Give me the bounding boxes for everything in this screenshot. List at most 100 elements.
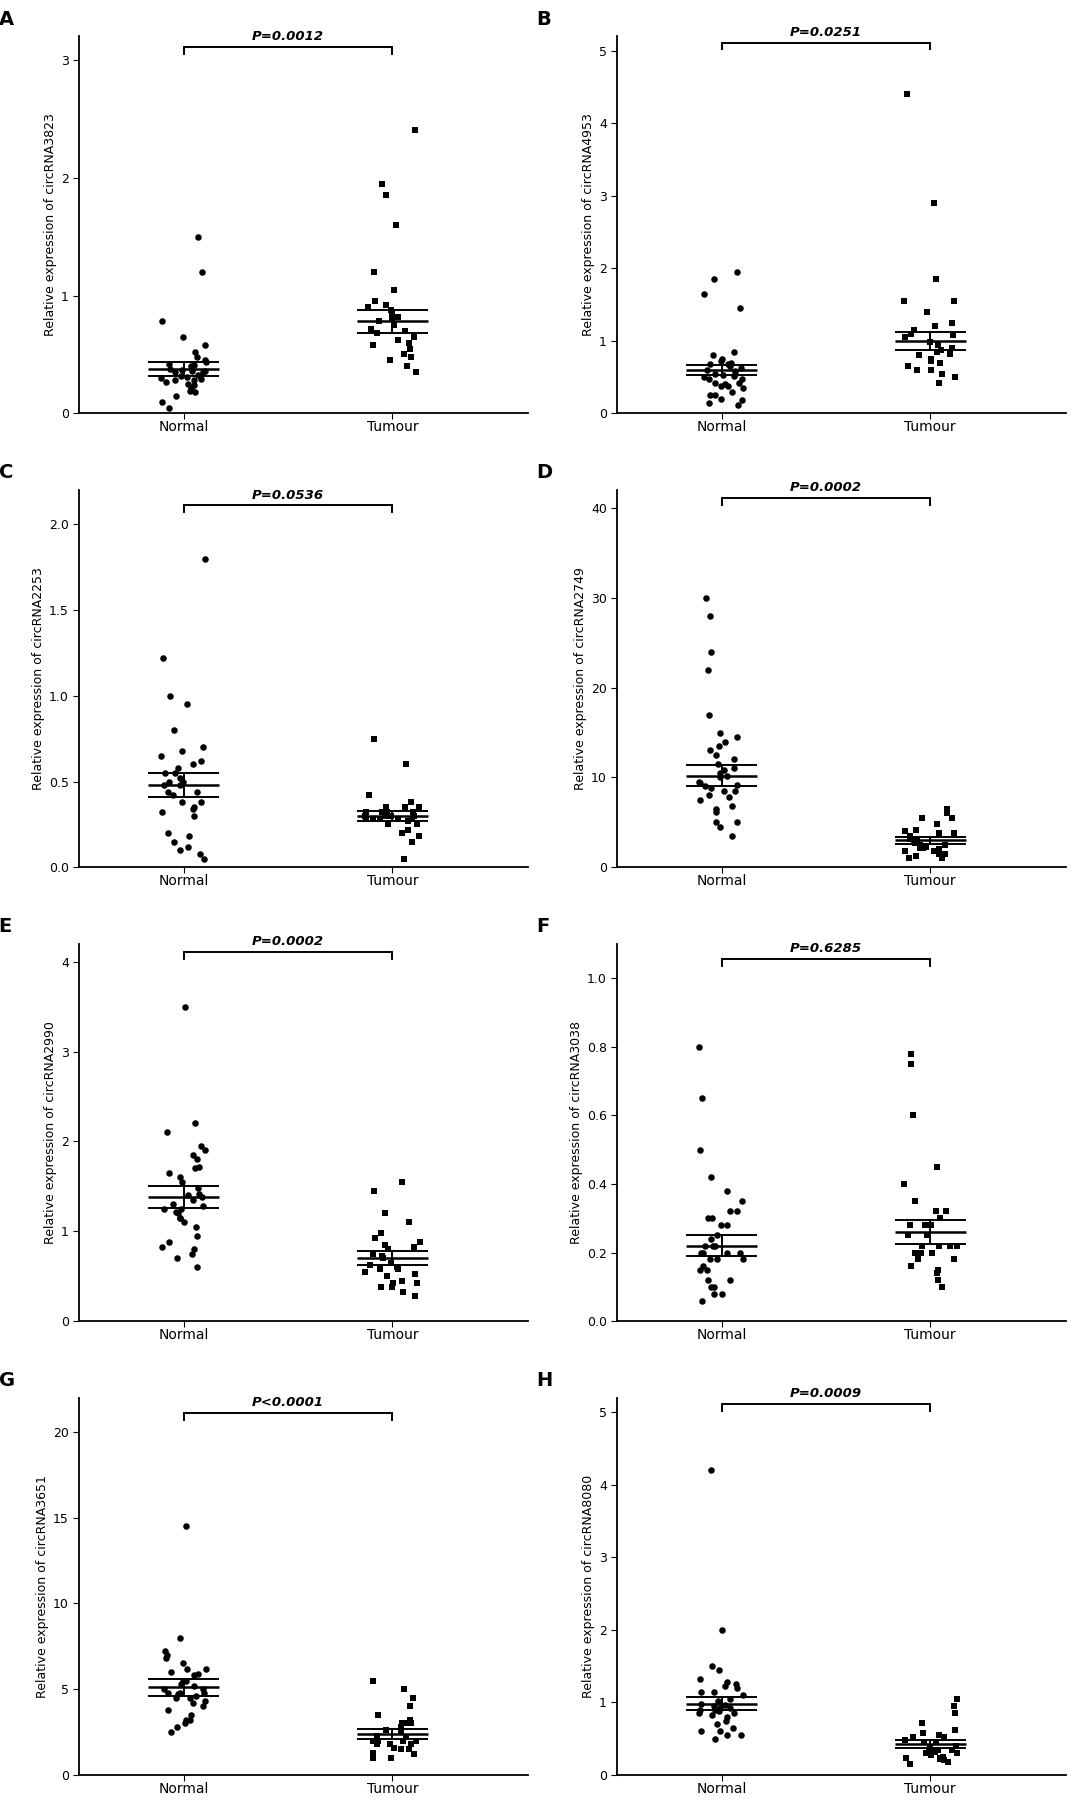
Point bbox=[364, 1738, 381, 1767]
Point bbox=[358, 804, 375, 833]
Point bbox=[165, 716, 182, 744]
Point bbox=[705, 1231, 723, 1259]
Point bbox=[725, 744, 742, 773]
Point bbox=[403, 342, 420, 370]
Point bbox=[691, 786, 709, 815]
Point bbox=[718, 1702, 736, 1731]
Point bbox=[713, 345, 730, 374]
Point bbox=[180, 822, 197, 851]
Point bbox=[366, 725, 383, 754]
Point bbox=[181, 1706, 198, 1735]
Point bbox=[188, 1252, 206, 1281]
Point bbox=[178, 1666, 195, 1695]
Text: D: D bbox=[536, 463, 553, 482]
Point bbox=[934, 1742, 951, 1771]
Text: E: E bbox=[0, 918, 12, 936]
Point bbox=[374, 799, 391, 828]
Point bbox=[158, 1641, 176, 1670]
Point bbox=[393, 1709, 410, 1738]
Point bbox=[170, 1198, 187, 1227]
Point bbox=[362, 314, 379, 343]
Point bbox=[193, 788, 210, 817]
Point bbox=[906, 1187, 923, 1216]
Point bbox=[699, 356, 716, 385]
Point bbox=[401, 329, 418, 358]
Point bbox=[386, 275, 403, 304]
Point bbox=[718, 1176, 736, 1205]
Point bbox=[381, 345, 398, 374]
Point bbox=[171, 1679, 188, 1708]
Point bbox=[703, 1203, 721, 1232]
Y-axis label: Relative expression of circRNA3038: Relative expression of circRNA3038 bbox=[570, 1021, 583, 1243]
Y-axis label: Relative expression of circRNA4953: Relative expression of circRNA4953 bbox=[582, 114, 595, 336]
Y-axis label: Relative expression of circRNA3823: Relative expression of circRNA3823 bbox=[44, 114, 57, 336]
Point bbox=[937, 1196, 954, 1225]
Point bbox=[178, 1512, 195, 1541]
Point bbox=[718, 761, 736, 790]
Point bbox=[693, 1717, 710, 1746]
Point bbox=[722, 1196, 739, 1225]
Point bbox=[901, 1749, 919, 1778]
Point bbox=[728, 1673, 745, 1702]
Point bbox=[903, 1039, 920, 1068]
Point bbox=[705, 266, 723, 295]
Point bbox=[373, 1241, 390, 1270]
Point bbox=[158, 1119, 176, 1147]
Point bbox=[725, 361, 742, 390]
Point bbox=[194, 258, 211, 287]
Text: B: B bbox=[536, 9, 551, 29]
Point bbox=[196, 331, 213, 360]
Point bbox=[701, 1245, 718, 1274]
Point bbox=[943, 1735, 961, 1764]
Point bbox=[946, 1691, 963, 1720]
Point bbox=[929, 1265, 947, 1294]
Point bbox=[169, 1681, 186, 1709]
Point bbox=[946, 819, 963, 847]
Point bbox=[180, 1182, 197, 1211]
Point bbox=[934, 844, 951, 873]
Point bbox=[898, 80, 915, 108]
Point bbox=[184, 750, 201, 779]
Point bbox=[384, 1269, 402, 1297]
Point bbox=[383, 298, 401, 327]
Point bbox=[728, 258, 745, 287]
Point bbox=[928, 266, 946, 295]
Point bbox=[173, 356, 191, 385]
Point bbox=[731, 295, 749, 323]
Point bbox=[928, 338, 946, 367]
Point bbox=[154, 799, 171, 828]
Point bbox=[366, 287, 383, 316]
Point bbox=[905, 1100, 922, 1129]
Point bbox=[932, 1744, 949, 1773]
Point bbox=[184, 795, 201, 824]
Point bbox=[901, 1211, 919, 1240]
Point bbox=[195, 844, 212, 873]
Point bbox=[691, 1135, 709, 1164]
Point bbox=[949, 1231, 966, 1259]
Point bbox=[390, 325, 407, 354]
Point bbox=[691, 1238, 709, 1267]
Point bbox=[368, 1729, 386, 1758]
Point bbox=[710, 1686, 727, 1715]
Point bbox=[375, 1243, 392, 1272]
Point bbox=[408, 810, 425, 838]
Point bbox=[190, 1175, 207, 1203]
Point bbox=[195, 358, 212, 387]
Point bbox=[171, 1164, 188, 1193]
Point bbox=[913, 1231, 931, 1259]
Point bbox=[187, 1212, 205, 1241]
Point bbox=[178, 363, 195, 392]
Point bbox=[931, 1720, 948, 1749]
Point bbox=[702, 1162, 719, 1191]
Point bbox=[400, 1709, 417, 1738]
Point bbox=[716, 726, 733, 755]
Point bbox=[182, 352, 199, 381]
Point bbox=[702, 1272, 719, 1301]
Point bbox=[945, 320, 962, 349]
Point bbox=[397, 750, 415, 779]
Point bbox=[708, 1709, 725, 1738]
Point bbox=[919, 1222, 936, 1250]
Point bbox=[703, 1652, 721, 1681]
Point bbox=[405, 1740, 422, 1769]
Point bbox=[162, 1718, 179, 1747]
